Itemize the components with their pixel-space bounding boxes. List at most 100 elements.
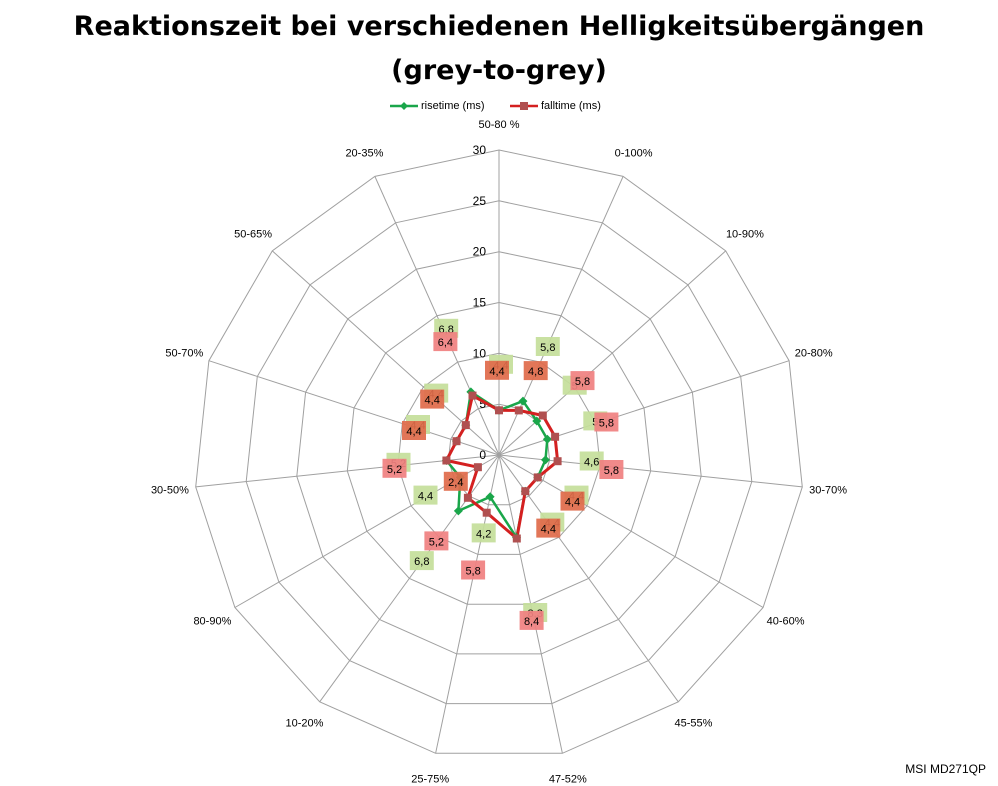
data-label-rise: 4,6 bbox=[584, 457, 599, 469]
axis-tick-label: 30 bbox=[473, 143, 487, 157]
data-label-fall: 4,4 bbox=[541, 524, 556, 536]
data-label-box-fall bbox=[461, 560, 486, 580]
data-label-rise: 4,2 bbox=[476, 528, 491, 540]
data-label-fall: 5,8 bbox=[599, 418, 614, 430]
data-point-fall bbox=[553, 457, 562, 466]
data-label-box-fall bbox=[599, 460, 624, 479]
data-point-fall bbox=[521, 487, 530, 496]
data-label-fall: 5,2 bbox=[387, 464, 402, 476]
chart-title-line2: (grey-to-grey) bbox=[391, 55, 607, 86]
data-label-box-fall bbox=[519, 610, 544, 630]
category-label: 47-52% bbox=[549, 774, 587, 786]
data-label-box-fall bbox=[560, 491, 585, 511]
data-label-rise: 5,8 bbox=[540, 342, 555, 354]
axis-tick-label: 20 bbox=[473, 245, 487, 259]
data-point-fall bbox=[463, 493, 472, 502]
data-label-box-fall bbox=[523, 361, 548, 381]
data-label-fall: 4,4 bbox=[489, 366, 504, 378]
category-label: 50-70% bbox=[165, 348, 203, 360]
legend-fall-marker bbox=[510, 102, 538, 110]
grid-ring bbox=[296, 251, 702, 655]
data-label-fall: 4,4 bbox=[406, 426, 421, 438]
axis-tick-label: 25 bbox=[473, 194, 487, 208]
category-label: 20-35% bbox=[345, 148, 383, 160]
data-label-box-fall bbox=[424, 531, 449, 551]
data-label-box-fall bbox=[485, 360, 509, 380]
data-label-box-fall bbox=[382, 458, 407, 478]
data-label-fall: 4,8 bbox=[528, 366, 543, 378]
data-point-rise bbox=[542, 434, 552, 444]
legend-fall-label: falltime (ms) bbox=[541, 100, 601, 112]
category-label: 80-90% bbox=[193, 616, 231, 628]
category-label: 10-20% bbox=[286, 718, 324, 730]
data-point-fall bbox=[495, 406, 503, 415]
data-point-fall bbox=[512, 534, 521, 543]
grid-spoke bbox=[498, 454, 679, 703]
data-label-box-rise bbox=[535, 337, 560, 356]
data-label-box-fall bbox=[420, 389, 445, 409]
category-label: 30-70% bbox=[809, 485, 847, 497]
category-label: 45-55% bbox=[675, 718, 713, 730]
data-point-fall bbox=[482, 508, 491, 517]
axis-tick-label: 10 bbox=[473, 346, 487, 360]
category-label: 30-50% bbox=[151, 485, 189, 497]
data-label-box-fall bbox=[433, 332, 458, 352]
category-label: 25-75% bbox=[411, 774, 449, 786]
category-label: 50-65% bbox=[234, 229, 272, 241]
axis-tick-label: 15 bbox=[473, 296, 487, 310]
data-label-fall: 2,4 bbox=[448, 477, 463, 489]
data-point-fall bbox=[461, 421, 470, 430]
data-point-fall bbox=[452, 437, 461, 446]
data-label-box-fall bbox=[443, 471, 468, 491]
axis-tick-label: 5 bbox=[479, 397, 486, 411]
data-label-box-fall bbox=[594, 412, 619, 432]
data-point-fall bbox=[442, 456, 451, 465]
data-point-rise bbox=[518, 396, 528, 406]
category-label: 40-60% bbox=[767, 616, 805, 628]
data-point-fall bbox=[473, 463, 482, 472]
data-label-fall: 6,4 bbox=[438, 337, 453, 349]
data-label-fall: 4,4 bbox=[565, 497, 580, 509]
grid-ring bbox=[397, 352, 601, 555]
chart-title-line1: Reaktionszeit bei verschiedenen Helligke… bbox=[73, 11, 925, 42]
data-label-box-fall bbox=[402, 421, 426, 440]
data-label-box-rise bbox=[413, 485, 438, 505]
data-point-rise bbox=[453, 506, 463, 516]
data-point-rise bbox=[541, 455, 551, 465]
data-label-box-rise bbox=[409, 551, 434, 571]
grid-spoke bbox=[435, 454, 500, 754]
legend-rise-marker bbox=[390, 102, 418, 110]
data-label-box-rise bbox=[579, 451, 604, 471]
data-label-fall: 8,4 bbox=[524, 616, 539, 628]
data-label-box-rise bbox=[471, 523, 496, 543]
legend-rise-label: risetime (ms) bbox=[421, 100, 485, 112]
data-point-fall bbox=[538, 411, 547, 420]
data-label-box-fall bbox=[570, 371, 595, 391]
category-label: 10-90% bbox=[726, 229, 764, 241]
data-point-rise bbox=[485, 492, 495, 502]
data-point-fall bbox=[551, 432, 560, 441]
category-label: 0-100% bbox=[615, 148, 653, 160]
grid-spoke bbox=[271, 250, 500, 456]
grid-spoke bbox=[374, 176, 500, 456]
data-label-fall: 5,8 bbox=[604, 465, 619, 477]
data-label-rise: 6,8 bbox=[414, 556, 429, 568]
grid-ring bbox=[195, 149, 803, 754]
category-label: 50-80 % bbox=[479, 119, 520, 131]
series-line-fall bbox=[444, 394, 560, 540]
data-label-fall: 4,4 bbox=[425, 395, 440, 407]
data-label-fall: 5,8 bbox=[465, 566, 480, 578]
data-point-fall bbox=[468, 391, 477, 400]
category-label: 20-80% bbox=[795, 348, 833, 360]
axis-tick-label: 0 bbox=[479, 448, 486, 462]
data-label-fall: 5,2 bbox=[429, 536, 444, 548]
grid-ring bbox=[245, 200, 753, 705]
legend-item-fall: falltime (ms) bbox=[510, 100, 601, 112]
data-point-fall bbox=[533, 473, 542, 482]
grid-ring bbox=[346, 301, 652, 605]
data-point-fall bbox=[514, 406, 523, 415]
data-label-box-fall bbox=[536, 518, 561, 538]
data-label-fall: 5,8 bbox=[575, 376, 590, 388]
device-label: MSI MD271QP bbox=[905, 762, 986, 776]
